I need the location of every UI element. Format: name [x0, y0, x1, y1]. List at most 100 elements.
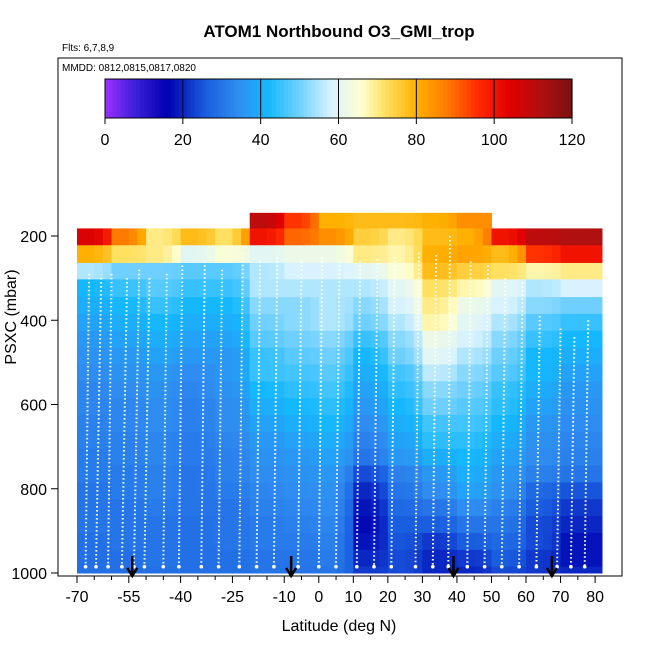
heatmap-cell — [327, 297, 337, 315]
heatmap-cell — [456, 212, 467, 229]
heatmap-cell — [94, 516, 104, 534]
heatmap-cell — [301, 482, 311, 500]
heatmap-cell — [448, 330, 458, 349]
colorbar-segment — [536, 79, 542, 118]
heatmap-cell — [448, 297, 458, 315]
heatmap-cell — [258, 212, 268, 229]
heatmap-cell — [223, 297, 233, 315]
colorbar-segment — [284, 79, 289, 118]
heatmap-cell — [456, 499, 467, 517]
heatmap-cell — [474, 566, 484, 574]
heatmap-cell — [482, 566, 492, 574]
heatmap-cell — [465, 431, 475, 450]
heatmap-cell — [310, 330, 320, 349]
heatmap-cell — [223, 566, 233, 574]
heatmap-cell — [206, 262, 216, 280]
heatmap-cell — [171, 465, 182, 483]
heatmap-cell — [482, 347, 492, 365]
heatmap-cell — [154, 279, 164, 298]
heatmap-cell — [318, 398, 328, 416]
heatmap-cell — [405, 499, 415, 517]
heatmap-cell — [591, 398, 603, 416]
heatmap-cell — [163, 279, 173, 298]
heatmap-cell — [456, 398, 467, 416]
heatmap-cell — [171, 279, 182, 298]
profile-endpoint — [465, 564, 470, 569]
x-tick-label: 20 — [379, 589, 397, 606]
colorbar-segment — [210, 79, 215, 118]
heatmap-cell — [508, 364, 518, 382]
heatmap-cell — [128, 499, 138, 517]
heatmap-cell — [500, 415, 510, 433]
heatmap-cell — [275, 279, 285, 298]
colorbar: 0 20 40 60 80 100 120 — [101, 78, 585, 149]
heatmap-cell — [284, 398, 294, 416]
heatmap-cell — [431, 532, 441, 551]
heatmap-cell — [215, 415, 225, 433]
heatmap-cell — [405, 212, 415, 229]
heatmap-cell — [85, 330, 95, 349]
heatmap-cell — [189, 482, 199, 500]
heatmap-cell — [570, 364, 582, 382]
heatmap-cell — [120, 415, 130, 433]
heatmap-cell — [128, 431, 138, 450]
heatmap-cell — [465, 245, 475, 264]
heatmap-cell — [526, 549, 536, 568]
flight-profile — [133, 269, 141, 567]
heatmap-cell — [344, 297, 354, 315]
heatmap-cell — [551, 398, 562, 416]
heatmap-cell — [180, 245, 190, 264]
heatmap-cell — [508, 482, 518, 500]
heatmap-cell — [258, 297, 268, 315]
heatmap-cell — [581, 566, 593, 574]
heatmap-cell — [163, 431, 173, 450]
colorbar-segment — [272, 79, 277, 118]
heatmap-cell — [258, 465, 268, 483]
heatmap-cell — [146, 415, 156, 433]
heatmap-cell — [500, 279, 510, 298]
heatmap-cell — [581, 330, 593, 349]
heatmap-cell — [413, 415, 423, 433]
profile-endpoint — [389, 564, 394, 569]
heatmap-cell — [543, 245, 553, 264]
heatmap-cell — [465, 330, 475, 349]
heatmap-cell — [560, 381, 572, 399]
heatmap-cell — [456, 347, 467, 365]
heatmap-cell — [465, 212, 475, 229]
heatmap-cell — [456, 448, 467, 467]
heatmap-cell — [560, 415, 572, 433]
colorbar-segment — [237, 79, 242, 118]
heatmap-cell — [189, 499, 199, 517]
heatmap-cell — [405, 448, 415, 467]
heatmap-cell — [318, 465, 328, 483]
heatmap-cell — [232, 279, 242, 298]
heatmap-cell — [275, 448, 285, 467]
heatmap-cell — [526, 398, 536, 416]
heatmap-cell — [474, 482, 484, 500]
heatmap-cell — [353, 330, 363, 349]
heatmap-cell — [591, 347, 603, 365]
heatmap-cell — [396, 212, 406, 229]
heatmap-cell — [206, 279, 216, 298]
heatmap-cell — [491, 313, 501, 332]
heatmap-cell — [327, 465, 337, 483]
heatmap-cell — [241, 415, 251, 433]
heatmap-cell — [491, 381, 501, 399]
profile-endpoint — [254, 564, 259, 569]
heatmap-cell — [560, 448, 572, 467]
colorbar-segment — [338, 79, 343, 118]
colorbar-segment — [365, 79, 371, 118]
heatmap-cell — [137, 381, 147, 399]
heatmap-cell — [301, 448, 311, 467]
heatmap-cell — [318, 415, 328, 433]
heatmap-cell — [591, 566, 603, 574]
heatmap-cell — [102, 532, 113, 551]
heatmap-cell — [508, 297, 518, 315]
heatmap-cell — [180, 297, 190, 315]
heatmap-cell — [370, 347, 380, 365]
heatmap-cell — [232, 245, 242, 264]
heatmap-cell — [361, 381, 372, 399]
heatmap-cell — [137, 482, 147, 500]
heatmap-cell — [241, 566, 251, 574]
heatmap-cell — [353, 415, 363, 433]
